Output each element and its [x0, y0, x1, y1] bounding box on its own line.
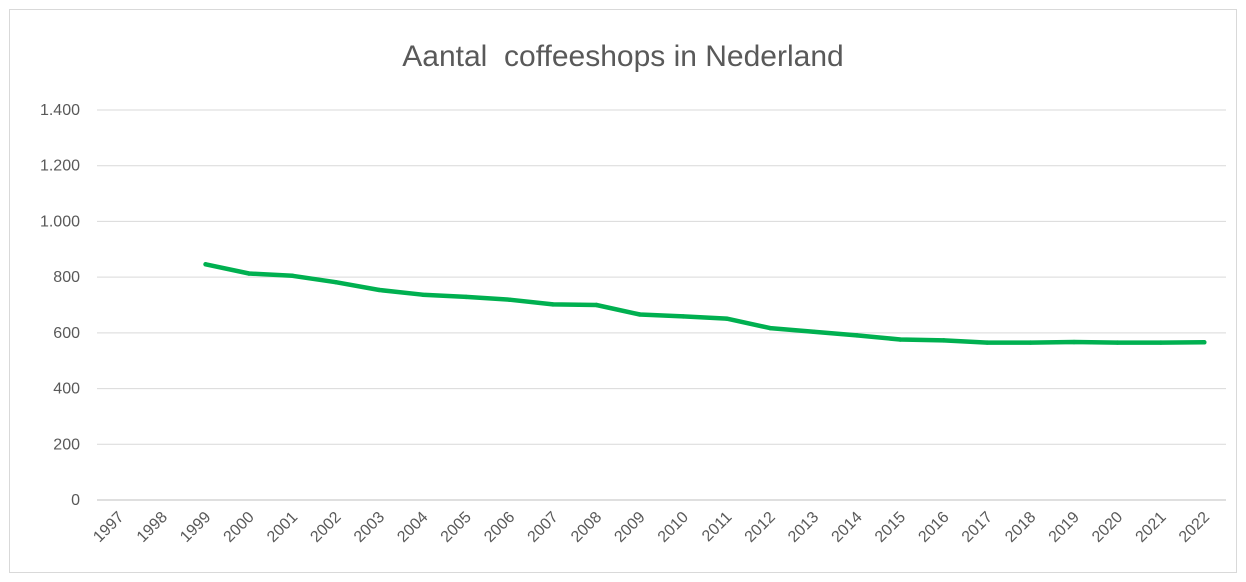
data-point	[463, 294, 469, 300]
x-tick-label: 2021	[1133, 509, 1170, 546]
data-point	[507, 297, 512, 302]
x-tick-label: 2012	[742, 509, 779, 546]
y-tick-label: 800	[53, 269, 80, 286]
data-point	[594, 302, 599, 308]
data-point	[854, 333, 860, 338]
x-tick-label: 2007	[525, 509, 562, 546]
data-point	[203, 262, 208, 267]
chart-frame	[9, 9, 1237, 573]
x-tick-label: 2009	[611, 509, 648, 546]
series-line	[203, 262, 1207, 345]
y-tick-label: 400	[53, 381, 80, 398]
series-layer	[203, 262, 1207, 345]
data-point	[898, 337, 903, 342]
chart-title: Aantal coffeeshops in Nederland	[402, 40, 844, 73]
data-point	[941, 338, 946, 343]
x-tick-label: 1999	[177, 509, 214, 546]
x-tick-label: 2018	[1002, 509, 1039, 546]
x-tick-label: 2011	[699, 509, 735, 545]
y-tick-label: 1.400	[40, 102, 80, 119]
x-tick-label: 2020	[1089, 509, 1126, 546]
data-point	[637, 312, 642, 317]
x-axis-ticks: 1997 1998 1999 2000 2001 2002 2003 2004 2005 2006…	[90, 509, 1213, 546]
gridlines	[97, 109, 1226, 501]
data-point	[1202, 340, 1207, 345]
x-tick-label: 2010	[655, 509, 692, 546]
x-tick-label: 2006	[481, 509, 518, 546]
data-point	[246, 271, 252, 276]
x-tick-label: 2022	[1176, 509, 1213, 546]
x-tick-label: 2005	[438, 509, 475, 546]
y-tick-label: 1.000	[40, 213, 80, 230]
data-point	[811, 329, 816, 334]
x-tick-label: 2000	[221, 509, 258, 546]
x-tick-label: 1997	[90, 509, 127, 546]
y-tick-label: 0	[71, 492, 80, 509]
data-point	[681, 314, 686, 319]
data-point	[767, 325, 773, 331]
x-tick-label: 2008	[568, 509, 605, 546]
y-tick-label: 600	[53, 325, 80, 342]
x-tick-label: 2019	[1046, 509, 1083, 546]
x-tick-label: 2017	[959, 509, 996, 546]
x-tick-label: 2013	[785, 509, 822, 546]
data-point	[724, 316, 729, 321]
data-point	[1071, 339, 1077, 345]
x-tick-label: 2003	[351, 509, 388, 546]
data-point	[333, 279, 339, 285]
y-axis-ticks: 0 200 400 600 800 1.000 1.200 1.400	[40, 102, 80, 509]
x-tick-label: 1998	[134, 509, 171, 546]
data-point	[377, 287, 382, 293]
data-point	[550, 302, 556, 307]
x-tick-label: 2001	[264, 509, 301, 546]
data-point	[1158, 340, 1164, 345]
data-point	[290, 273, 295, 278]
x-tick-label: 2002	[307, 509, 344, 546]
y-tick-label: 200	[53, 436, 80, 453]
y-tick-label: 1.200	[40, 158, 80, 175]
x-tick-label: 2015	[872, 509, 909, 546]
data-point	[984, 340, 990, 345]
data-point	[1115, 340, 1120, 345]
x-tick-label: 2004	[394, 509, 431, 546]
data-point	[1028, 340, 1033, 345]
x-tick-label: 2016	[915, 509, 952, 546]
data-point	[420, 292, 425, 297]
x-tick-label: 2014	[829, 509, 866, 546]
